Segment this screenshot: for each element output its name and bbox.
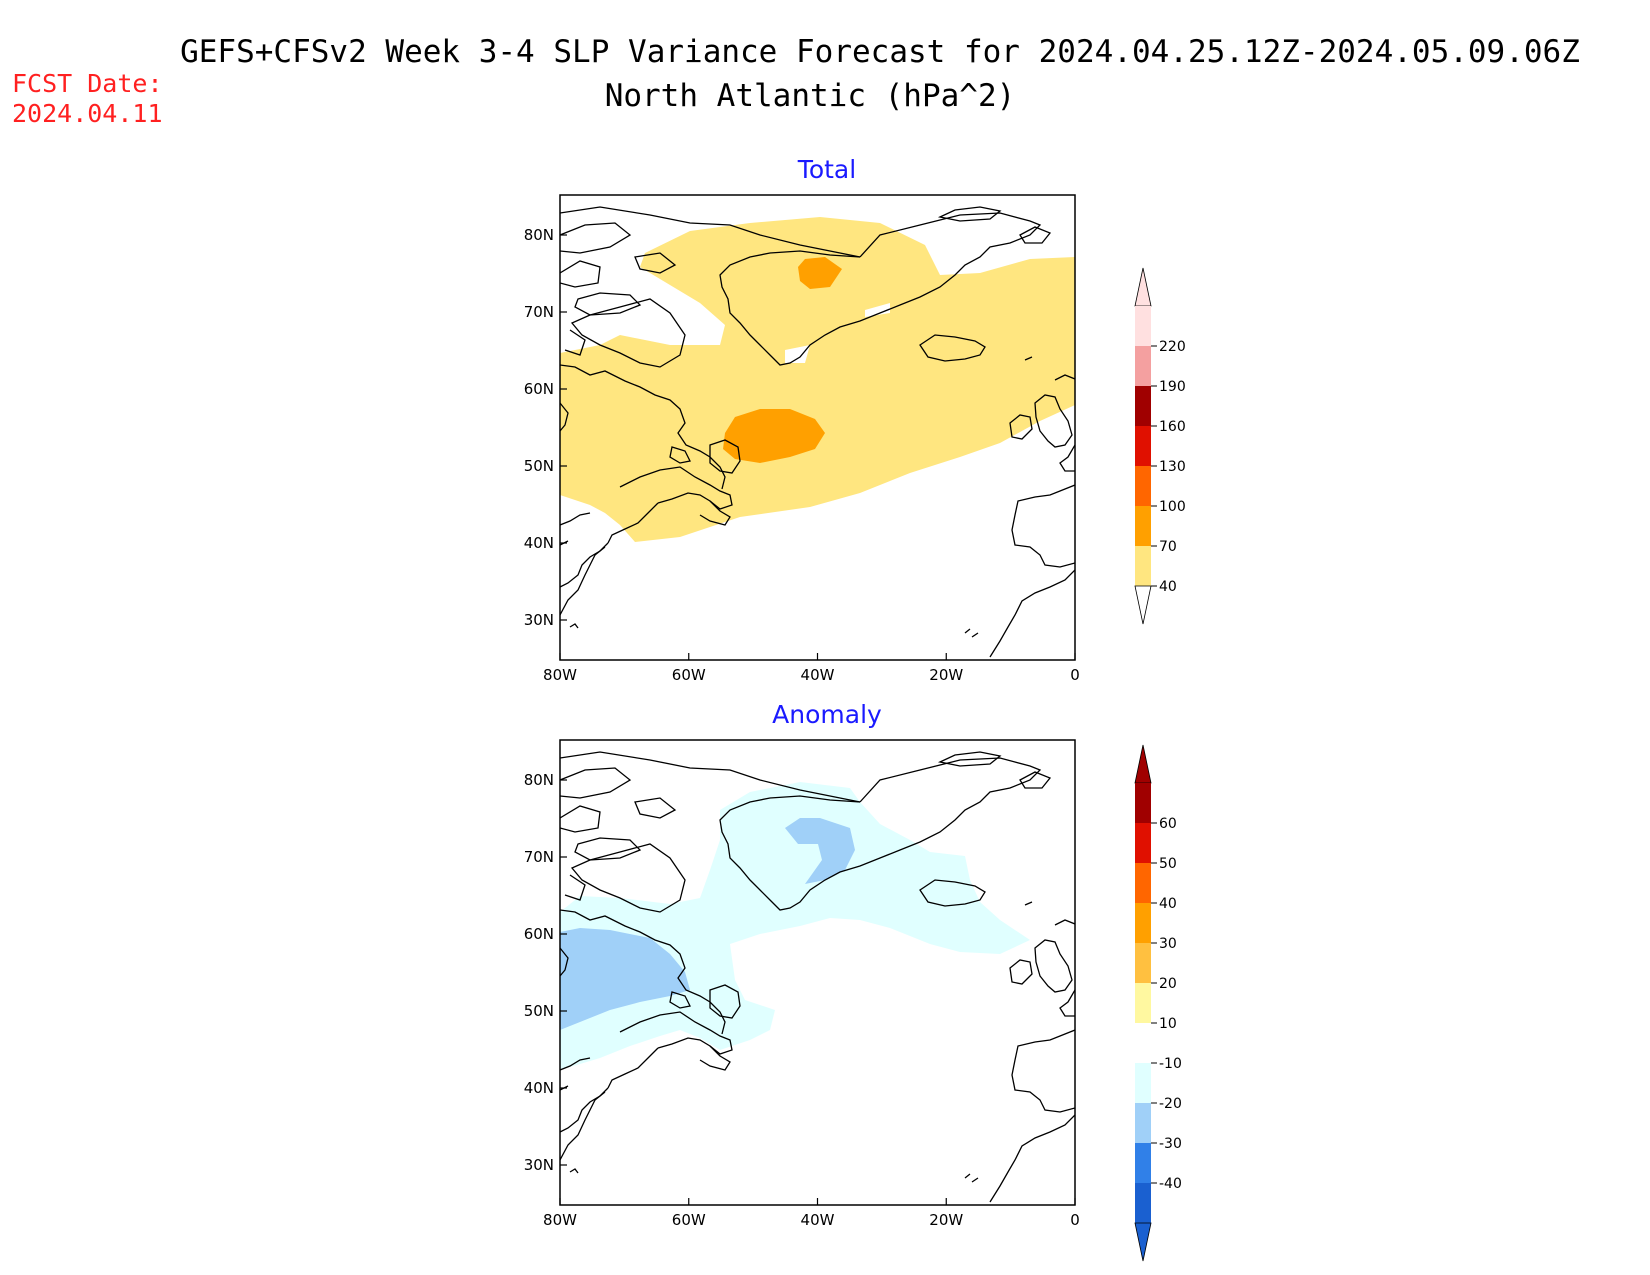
colorbar-total: 220 190 160 130 100 70 40 <box>1134 267 1186 625</box>
colorbar-label: 70 <box>1159 539 1177 555</box>
lat-tick-label: 50N <box>524 457 554 475</box>
colorbar-top-arrow <box>1134 744 1152 784</box>
colorbar-segment <box>1135 306 1151 346</box>
lon-axis-anomaly: 80W 60W 40W 20W 0 <box>543 1198 1080 1229</box>
lat-tick-label: 40N <box>524 1079 554 1097</box>
lat-tick-label: 40N <box>524 534 554 552</box>
colorbar-bottom-arrow <box>1134 1222 1152 1262</box>
colorbar-segment <box>1135 823 1151 863</box>
lon-axis-total: 80W 60W 40W 20W 0 <box>543 653 1080 684</box>
colorbar-segment <box>1135 546 1151 586</box>
colorbar-segment <box>1135 943 1151 983</box>
colorbar-segment <box>1135 1023 1151 1063</box>
lat-tick-label: 50N <box>524 1002 554 1020</box>
colorbar-segment <box>1135 1103 1151 1143</box>
lon-tick-label: 20W <box>929 1211 963 1229</box>
colorbar-segment <box>1135 783 1151 823</box>
anomaly-shade-30-20-west <box>560 928 690 1030</box>
panel-title-total: Total <box>797 155 856 184</box>
lat-tick-label: 80N <box>524 771 554 789</box>
anomaly-shade-30-20-north <box>785 818 855 884</box>
lat-tick-label: 60N <box>524 925 554 943</box>
lat-axis-total: 80N 70N 60N 50N 40N 30N <box>524 226 567 629</box>
lat-tick-label: 30N <box>524 611 554 629</box>
colorbar-segment <box>1135 903 1151 943</box>
lon-tick-label: 80W <box>543 1211 577 1229</box>
colorbar-label: 130 <box>1159 459 1186 475</box>
lon-tick-label: 60W <box>672 666 706 684</box>
colorbar-segment <box>1135 466 1151 506</box>
lon-tick-label: 40W <box>801 1211 835 1229</box>
anomaly-shade-20-10 <box>560 782 1030 1070</box>
colorbar-label: 20 <box>1159 976 1177 992</box>
colorbar-label: -10 <box>1159 1056 1182 1072</box>
colorbar-label: 10 <box>1159 1016 1177 1032</box>
colorbar-segment <box>1135 386 1151 426</box>
lat-tick-label: 80N <box>524 226 554 244</box>
colorbar-segment <box>1135 346 1151 386</box>
colorbar-segment <box>1135 1143 1151 1183</box>
fcst-date-label: FCST Date: <box>12 69 163 98</box>
lon-tick-label: 0 <box>1070 666 1080 684</box>
colorbar-bottom-arrow <box>1134 585 1152 625</box>
lat-tick-label: 70N <box>524 303 554 321</box>
lon-tick-label: 80W <box>543 666 577 684</box>
map-total <box>560 206 1075 658</box>
lat-tick-label: 60N <box>524 380 554 398</box>
colorbar-label: 160 <box>1159 419 1186 435</box>
colorbar-segment <box>1135 506 1151 546</box>
colorbar-segment <box>1135 1063 1151 1103</box>
main-title: GEFS+CFSv2 Week 3-4 SLP Variance Forecas… <box>180 34 1580 70</box>
colorbar-label: 30 <box>1159 936 1177 952</box>
fcst-date-value: 2024.04.11 <box>12 99 163 128</box>
colorbar-label: 50 <box>1159 856 1177 872</box>
colorbar-label: 220 <box>1159 339 1186 355</box>
colorbar-anomaly: 60 50 40 30 20 10 -10 -20 -30 -40 <box>1134 744 1182 1262</box>
colorbar-label: 60 <box>1159 816 1177 832</box>
panel-title-anomaly: Anomaly <box>772 700 882 729</box>
colorbar-label: -40 <box>1159 1176 1182 1192</box>
lat-tick-label: 30N <box>524 1156 554 1174</box>
lon-tick-label: 40W <box>801 666 835 684</box>
colorbar-top-arrow <box>1134 267 1152 307</box>
colorbar-label: 40 <box>1159 579 1177 595</box>
colorbar-label: -20 <box>1159 1096 1182 1112</box>
lon-tick-label: 20W <box>929 666 963 684</box>
lat-tick-label: 70N <box>524 848 554 866</box>
colorbar-label: 40 <box>1159 896 1177 912</box>
map-anomaly <box>560 751 1075 1203</box>
total-shade-70-100-south <box>723 409 825 463</box>
colorbar-label: -30 <box>1159 1136 1182 1152</box>
colorbar-label: 100 <box>1159 499 1186 515</box>
lon-tick-label: 60W <box>672 1211 706 1229</box>
lon-tick-label: 0 <box>1070 1211 1080 1229</box>
colorbar-segment <box>1135 983 1151 1023</box>
colorbar-segment <box>1135 863 1151 903</box>
main-subtitle: North Atlantic (hPa^2) <box>605 78 1016 114</box>
colorbar-segment <box>1135 1183 1151 1223</box>
total-shade-70-100-north <box>798 257 842 289</box>
colorbar-label: 190 <box>1159 379 1186 395</box>
colorbar-segment <box>1135 426 1151 466</box>
lat-axis-anomaly: 80N 70N 60N 50N 40N 30N <box>524 771 567 1174</box>
